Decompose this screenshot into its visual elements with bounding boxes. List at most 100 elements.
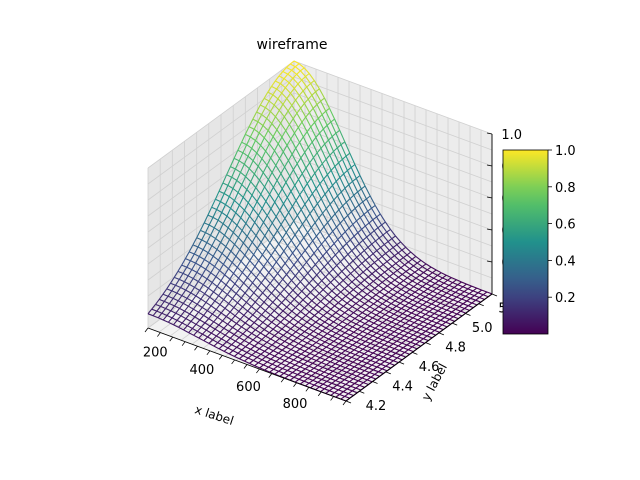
surface-segment [313, 327, 318, 332]
surface-segment [370, 265, 377, 272]
surface-segment [213, 342, 219, 347]
surface-segment [378, 324, 385, 329]
surface-segment [297, 321, 304, 326]
surface-segment [324, 193, 331, 205]
surface-segment [363, 382, 369, 386]
surface-segment [292, 318, 299, 323]
surface-segment [246, 348, 251, 353]
grid-line-z [147, 172, 493, 281]
surface-segment [172, 292, 178, 299]
surface-segment [384, 271, 390, 277]
surface-segment [304, 350, 311, 354]
surface-segment [346, 302, 353, 308]
surface-segment [435, 269, 442, 274]
surface-segment [306, 318, 312, 323]
surface-segment [353, 235, 360, 245]
surface-segment [456, 310, 462, 315]
surface-segment [361, 360, 368, 364]
surface-segment [424, 277, 431, 282]
surface-segment [471, 285, 478, 289]
surface-segment [454, 304, 460, 308]
surface-segment [348, 306, 353, 311]
surface-segment [363, 333, 369, 338]
surface-segment [271, 216, 277, 224]
surface-segment [320, 147, 327, 160]
surface-segment [355, 370, 361, 374]
surface-segment [356, 341, 362, 345]
surface-segment [258, 322, 264, 327]
surface-segment [181, 289, 187, 296]
surface-segment [351, 278, 357, 283]
surface-segment [413, 286, 420, 290]
surface-segment [282, 278, 289, 286]
surface-segment [242, 329, 247, 335]
surface-segment [304, 368, 311, 372]
surface-segment [335, 312, 342, 317]
surface-segment [314, 384, 320, 388]
surface-segment [278, 195, 284, 205]
surface-segment [157, 312, 163, 319]
surface-segment [274, 143, 279, 151]
surface-segment [305, 167, 312, 179]
surface-segment [366, 290, 372, 295]
surface-segment [341, 159, 348, 171]
surface-segment [318, 168, 325, 180]
surface-segment [181, 264, 188, 268]
surface-segment [164, 300, 170, 305]
surface-segment [425, 313, 431, 317]
surface-segment [276, 363, 282, 367]
surface-segment [282, 67, 287, 72]
surface-segment [365, 357, 371, 362]
surface-segment [313, 288, 320, 294]
surface-segment [428, 293, 435, 297]
surface-segment [394, 300, 401, 304]
surface-segment [328, 230, 334, 236]
surface-segment [356, 372, 362, 377]
surface-segment [293, 60, 300, 65]
surface-segment [342, 357, 349, 361]
surface-segment [339, 130, 346, 143]
surface-segment [312, 342, 317, 346]
surface-segment [237, 297, 242, 304]
surface-segment [213, 345, 220, 350]
surface-segment [433, 310, 439, 315]
surface-segment [308, 344, 313, 349]
surface-segment [207, 282, 213, 289]
surface-segment [397, 288, 402, 293]
surface-segment [352, 361, 359, 365]
surface-segment [374, 354, 379, 359]
surface-segment [214, 300, 221, 306]
surface-segment [283, 245, 288, 252]
surface-segment [457, 281, 462, 286]
surface-segment [441, 321, 447, 326]
surface-segment [221, 289, 228, 295]
surface-segment [245, 297, 251, 303]
surface-segment [307, 94, 313, 100]
surface-segment [360, 356, 366, 360]
surface-segment [266, 287, 272, 294]
surface-segment [390, 279, 396, 284]
surface-segment [388, 291, 394, 296]
surface-segment [402, 327, 408, 332]
surface-segment [297, 83, 304, 92]
surface-segment [262, 318, 268, 323]
surface-segment [332, 332, 337, 337]
surface-segment [292, 169, 299, 180]
surface-segment [311, 193, 318, 204]
surface-segment [423, 288, 428, 293]
surface-segment [222, 223, 229, 229]
surface-segment [393, 291, 398, 296]
surface-segment [330, 327, 336, 332]
surface-segment [338, 246, 344, 252]
surface-segment [312, 377, 317, 381]
surface-segment [226, 250, 232, 259]
surface-segment [247, 194, 253, 204]
surface-segment [395, 235, 402, 243]
y-tick-mark [385, 371, 391, 375]
surface-segment [312, 344, 318, 349]
surface-segment [350, 273, 357, 279]
surface-segment [309, 162, 316, 174]
surface-segment [323, 266, 330, 274]
surface-segment [426, 266, 432, 271]
surface-segment [264, 277, 271, 284]
